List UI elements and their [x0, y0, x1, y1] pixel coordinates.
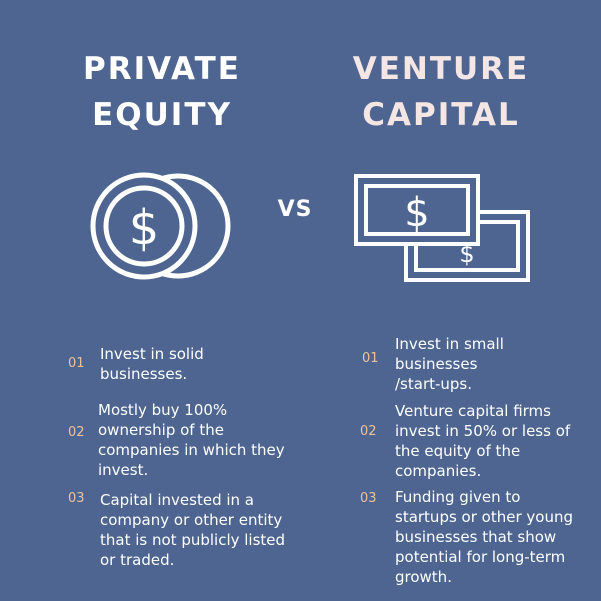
list-item-text: Funding given to startups or other young… — [395, 488, 573, 586]
title-line: VENTURE — [352, 51, 530, 87]
list-item-text: Mostly buy 100% ownership of the compani… — [98, 401, 285, 479]
banknotes-icon: $ $ — [354, 172, 532, 284]
list-item-text: Venture capital firms invest in 50% or l… — [395, 402, 571, 480]
svg-text:$: $ — [404, 190, 429, 236]
title-line: PRIVATE — [83, 51, 241, 87]
item-number: 02 — [68, 425, 85, 440]
list-item-text: Capital invested in a company or other e… — [100, 491, 286, 569]
private-equity-title: PRIVATE EQUITY — [62, 46, 262, 138]
svg-text:$: $ — [129, 200, 160, 256]
list-item-text: Invest in small businesses /start-ups. — [395, 335, 504, 393]
list-item-text: Invest in solid businesses. — [100, 345, 204, 383]
item-number: 02 — [360, 424, 377, 439]
coins-icon: $ — [90, 172, 236, 280]
item-number: 03 — [68, 491, 85, 506]
title-line: CAPITAL — [362, 97, 520, 133]
item-number: 01 — [362, 351, 379, 366]
venture-capital-title: VENTURE CAPITAL — [330, 46, 552, 138]
vs-label: VS — [277, 197, 313, 222]
item-number: 03 — [360, 491, 377, 506]
svg-text:$: $ — [459, 240, 474, 268]
item-number: 01 — [68, 356, 85, 371]
title-line: EQUITY — [92, 97, 232, 133]
